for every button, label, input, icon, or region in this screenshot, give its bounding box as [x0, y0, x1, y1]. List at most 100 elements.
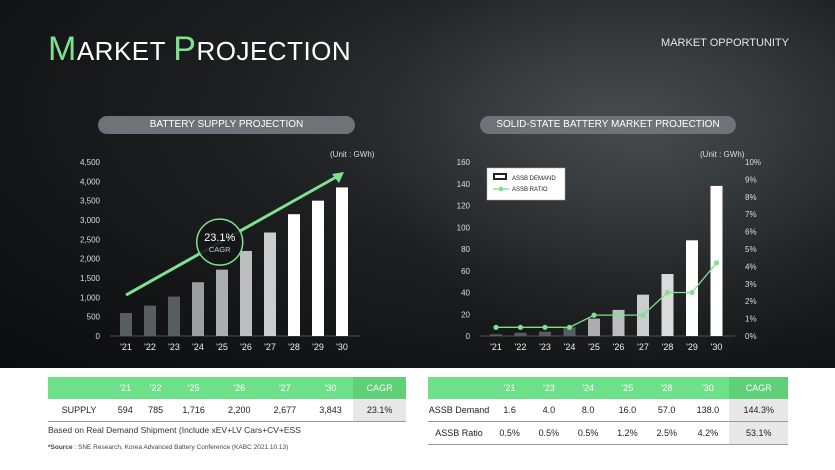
- cagr-value: 23.1%: [204, 232, 235, 244]
- table-header: CAGR: [729, 377, 788, 399]
- y-tick-label: 4,500: [80, 158, 101, 167]
- table-header-row: '21 '23 '24 '25 '28 '30 CAGR: [428, 377, 788, 399]
- x-tick-label: '23: [539, 342, 551, 352]
- table-header: '28: [647, 377, 687, 399]
- x-tick-label: '21: [490, 342, 502, 352]
- section-label: MARKET OPPORTUNITY: [661, 37, 789, 49]
- y-tick-label: 20: [461, 310, 470, 319]
- table-header: CAGR: [353, 377, 406, 399]
- y-tick-label: 160: [457, 158, 471, 167]
- table-header: [48, 377, 110, 399]
- table-cell: 2,677: [273, 405, 297, 415]
- bar: [240, 250, 252, 336]
- y-tick-label: 140: [457, 180, 471, 189]
- table-cell: 594: [117, 405, 133, 415]
- y-tick-label: 1,000: [80, 293, 101, 302]
- y2-tick-label: 4%: [745, 262, 757, 271]
- bar: [192, 282, 204, 336]
- bar: [686, 240, 698, 336]
- x-tick-label: '30: [336, 342, 348, 352]
- y2-tick-label: 2%: [745, 297, 757, 306]
- supply-note: Based on Real Demand Shipment (Include x…: [48, 425, 301, 435]
- table-cell: 53.1%: [729, 421, 788, 445]
- supply-chart: 0 500 1,000 1,500 2,000 2,500 3,000 3,500 4,000 4…: [80, 158, 360, 352]
- chart-background: MARKET PROJECTION MARKET OPPORTUNITY BAT…: [0, 0, 835, 368]
- bar: [490, 334, 502, 336]
- table-row: SUPPLY 594 785 1,716 2,200 2,677 3,843 2…: [48, 399, 406, 422]
- y2-tick-label: 10%: [745, 158, 761, 167]
- bar: [514, 332, 527, 336]
- y2-tick-label: 5%: [745, 245, 757, 254]
- y-tick-label: 60: [461, 267, 470, 276]
- assb-chart: 0 20 40 60 80 100 120 140 160 0% 1% 2% 3% 4% 5% 6% 7% 8% 9…: [457, 158, 761, 352]
- table-header: '21: [110, 377, 141, 399]
- table-cell: 785: [148, 405, 164, 415]
- ratio-point: [713, 260, 720, 266]
- table-header: '30: [686, 377, 730, 399]
- unit-label-supply: (Unit : GWh): [330, 150, 375, 159]
- table-cell: ASSB Ratio: [435, 428, 483, 438]
- y-tick-label: 0: [466, 332, 471, 341]
- table-cell: 144.3%: [729, 399, 788, 422]
- chart-title-supply: BATTERY SUPPLY PROJECTION: [98, 116, 355, 134]
- table-header: '30: [307, 377, 354, 399]
- table-header-row: '21 '22 '25 '26 '27 '30 CAGR: [48, 377, 406, 399]
- bar: [216, 269, 228, 336]
- table-cell: 1,716: [182, 405, 205, 415]
- legend-line-marker: [498, 186, 504, 192]
- ratio-point: [615, 312, 622, 318]
- table-header: '22: [140, 377, 171, 399]
- bar: [120, 313, 132, 336]
- ratio-point: [493, 324, 499, 330]
- x-tick-label: '25: [588, 342, 600, 352]
- cagr-label: CAGR: [209, 245, 231, 254]
- table-cell: SUPPLY: [61, 405, 97, 415]
- y-tick-label: 0: [96, 332, 101, 341]
- source-text: : SNE Research, Korea Advanced Battery C…: [72, 444, 289, 451]
- x-tick-label: '26: [240, 342, 252, 352]
- source-note: *Source : SNE Research, Korea Advanced B…: [48, 444, 288, 451]
- legend-label: ASSB DEMAND: [512, 176, 556, 182]
- table-cell: 4.2%: [697, 428, 719, 438]
- table-header: '23: [529, 377, 569, 399]
- x-tick-label: '27: [637, 342, 649, 352]
- assb-table: '21 '23 '24 '25 '28 '30 CAGR ASSB Demand…: [428, 377, 788, 445]
- bar: [168, 296, 180, 336]
- ratio-point: [640, 312, 646, 318]
- table-cell: 3,843: [319, 405, 342, 415]
- source-label: *Source: [48, 444, 73, 451]
- title-initial: P: [173, 30, 197, 68]
- title-part: ARKET: [76, 36, 174, 66]
- y-tick-label: 500: [87, 313, 101, 322]
- x-tick-label: '29: [312, 342, 324, 352]
- ratio-point: [517, 324, 524, 330]
- y-tick-label: 3,500: [80, 197, 101, 206]
- x-tick-label: '24: [192, 342, 204, 352]
- table-cell: 8.0: [581, 405, 595, 415]
- supply-table: '21 '22 '25 '26 '27 '30 CAGR SUPPLY 594 …: [48, 377, 406, 422]
- table-header: [428, 377, 490, 399]
- table-header: '26: [216, 377, 263, 399]
- x-tick-label: '22: [515, 342, 527, 352]
- y2-tick-label: 0%: [745, 332, 757, 341]
- y-tick-label: 40: [461, 289, 470, 298]
- ratio-point: [591, 312, 597, 318]
- x-tick-label: '21: [120, 342, 132, 352]
- y2-tick-label: 1%: [745, 315, 757, 324]
- ratio-point: [542, 324, 548, 330]
- x-tick-label: '25: [216, 342, 228, 352]
- x-tick-label: '30: [711, 342, 723, 352]
- table-cell: 4.0: [542, 405, 556, 415]
- bar: [144, 305, 156, 336]
- bar: [588, 318, 600, 336]
- table-header: '24: [568, 377, 608, 399]
- bar: [336, 187, 348, 336]
- y2-tick-label: 3%: [745, 280, 757, 289]
- table-row: ASSB Demand 1.6 4.0 8.0 16.0 57.0 138.0 …: [428, 399, 788, 422]
- table-row: ASSB Ratio 0.5% 0.5% 0.5% 1.2% 2.5% 4.2%…: [428, 421, 788, 445]
- table-header: '25: [170, 377, 217, 399]
- table-cell: 23.1%: [353, 399, 406, 422]
- y-tick-label: 3,000: [80, 216, 101, 225]
- y-tick-label: 120: [457, 202, 471, 211]
- x-tick-label: '24: [564, 342, 576, 352]
